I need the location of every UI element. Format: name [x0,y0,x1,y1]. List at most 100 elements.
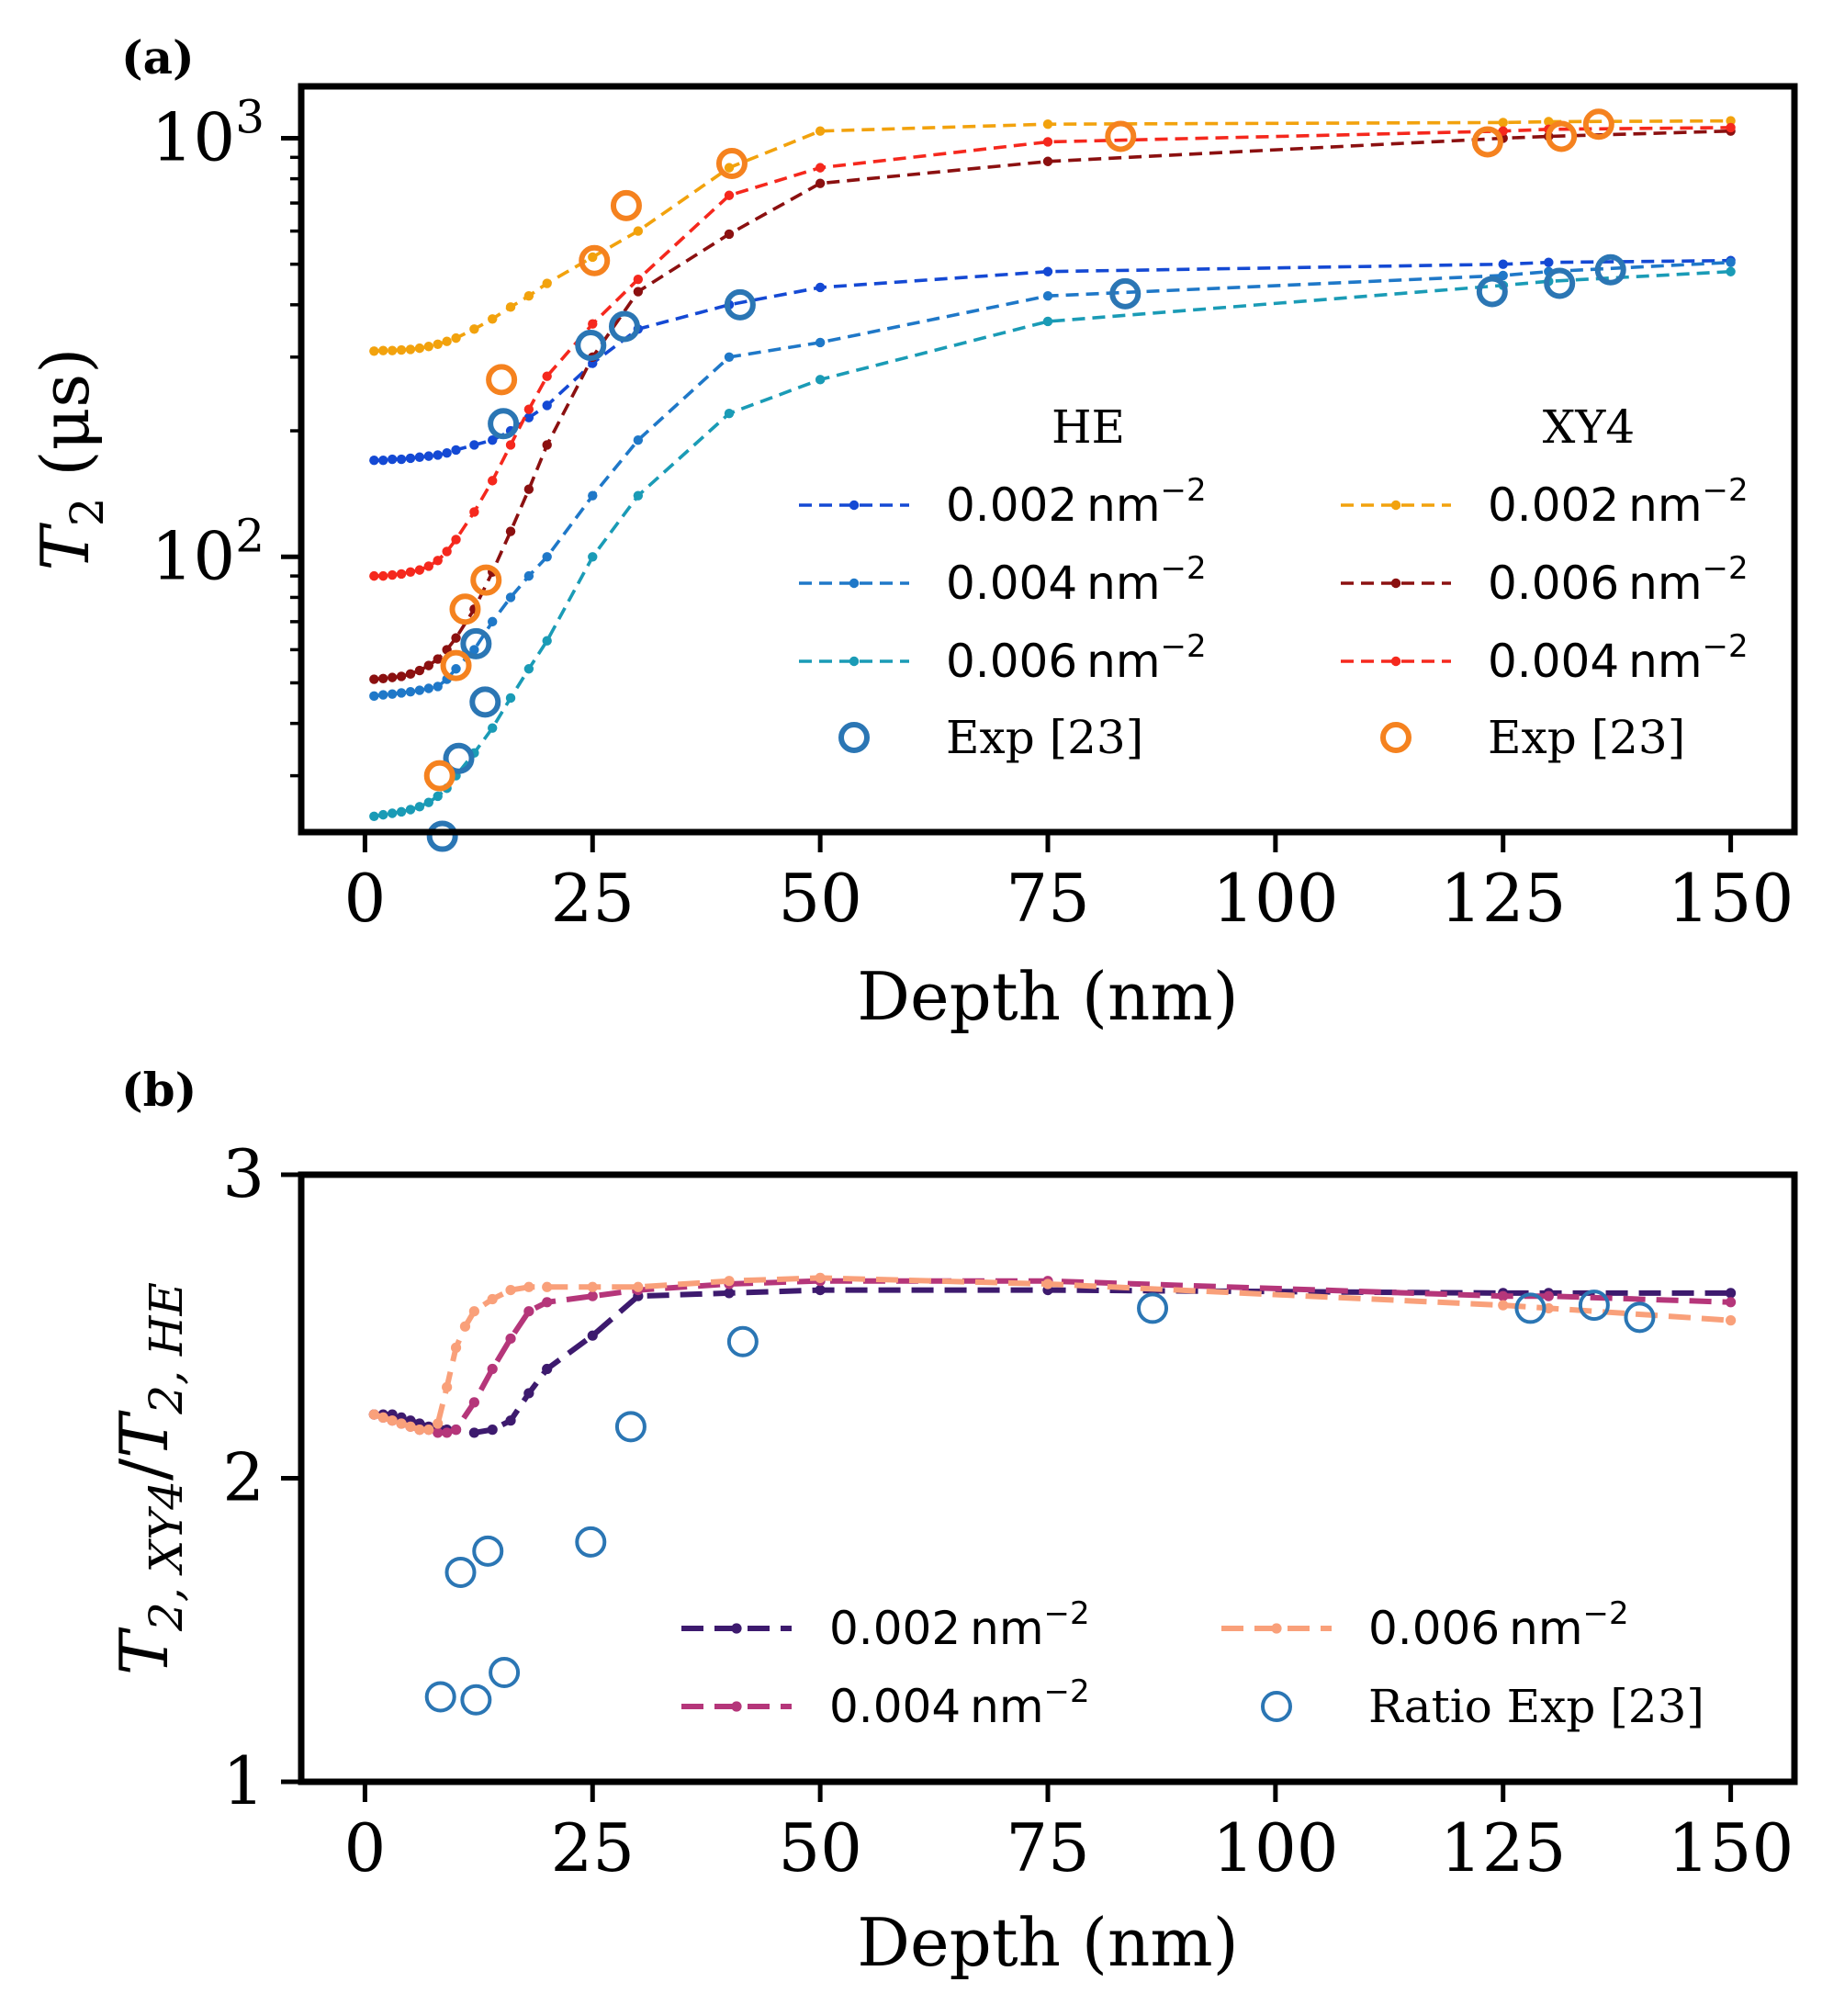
panel-a-series-xy4-0-002-nm [369,116,1736,356]
panel-a-series-he-0-004-nm-dot [1042,290,1053,301]
panel-a-series-he-0-002-nm-dot [815,282,826,293]
svg-text:T2, XY4/T2, HE: T2, XY4/T2, HE [106,1282,193,1675]
panel-a-series-xy4-0-004-nm-dot [815,163,826,173]
panel-b-series-ratio-exp-23-point [444,1556,477,1588]
panel-b-legend-0-006-nm-dot [1271,1623,1282,1634]
panel-a-series-he-0-006-nm-dot [423,797,434,807]
panel-a-series-xy4-0-002-nm-dot [1042,119,1053,130]
panel-b-series-0-006-nm-dot [1543,1302,1554,1314]
panel-a-series-xy4-0-002-nm-dot [433,339,443,349]
panel-a-series-xy4-exp-23-point [470,564,502,596]
panel-b-series-0-004-nm-dot [433,1427,444,1438]
panel-a-legend-he-0-002-nm-label: 0.002 nm−2 [946,472,1207,532]
panel-a-series-xy4-0-002-nm-dot [442,336,452,346]
panel-a-series-xy4-exp-23-point [579,244,611,276]
panel-a-y-tick-label: 103 [152,90,264,175]
panel-a-series-he-0-002-nm-dot [387,454,398,465]
panel-a-series-xy4-0-004-nm-dot [414,565,425,575]
panel-a-series-xy4-0-002-nm-dot [488,314,498,324]
panel-a-series-he-0-004-nm-dot [378,690,388,700]
panel-b-series-0-002-nm-dot [542,1363,553,1375]
panel-a-series-he-0-002-nm-dot [396,454,407,465]
panel-b-y-tick-label: 3 [222,1135,264,1212]
panel-b-legend-0-004-nm-label: 0.004 nm−2 [829,1673,1090,1733]
panel-a-legend-xy4-0-002-nm-label: 0.002 nm−2 [1488,472,1749,532]
panel-b-y-axis-label: T2, XY4/T2, HE [106,1282,193,1675]
panel-a-legend-xy4-0-002-nm-dot [1390,500,1401,511]
panel-a-series-he-0-004-nm-dot [815,337,826,348]
panel-b-series-0-004-nm-dot [1543,1290,1554,1301]
panel-a-series-he-0-006-nm-dot [523,664,534,674]
panel-b-series-0-002-nm-dot [1725,1288,1737,1299]
panel-b-series-0-006-nm-dot [633,1281,644,1292]
panel-a-series-xy4-0-006-nm-dot [378,673,388,683]
panel-a-series-xy4-0-002-nm-dot [588,252,598,263]
panel-a-legend-he-0-006-nm-label: 0.006 nm−2 [946,628,1207,688]
panel-a-series-xy4-exp-23-point [610,189,642,221]
panel-a-y-tick-label: 102 [152,509,264,594]
panel-a-series-he-exp-23-point [443,742,475,774]
panel-a-series-he-exp-23 [426,253,1626,852]
panel-b-series-0-002-nm-dot [487,1425,498,1436]
panel-b-legend-ratio-exp-23-marker [1261,1691,1292,1722]
panel-b-series-ratio-exp-23-point [460,1684,492,1716]
panel-a-legend-xy4-exp-23-marker [1380,722,1411,753]
panel-a-series-xy4-0-004-nm-dot [1042,137,1053,147]
panel-a-series-he-0-006-nm-line [373,269,1731,818]
panel-a-series-he-0-004-nm-dot [433,681,443,692]
panel-a-series-xy4-0-002-nm-dot [633,226,644,236]
panel-a-legend-title: XY4 [1543,400,1635,454]
panel-a-series-xy4-0-006-nm-dot [724,229,735,240]
panel-a-legend: HE 0.002 nm−2 0.004 nm−2 0.006 nm−2 Exp [23]… [799,400,1749,764]
panel-a-series-xy4-exp-23-point [1105,120,1137,152]
panel-b-y-label-sub1: 2, XY4 [140,1481,193,1632]
panel-a-series-xy4-0-002-nm-dot [369,346,379,356]
panel-a-x-tick-label: 150 [1668,860,1794,937]
panel-b-legend-0-006-nm-label: 0.006 nm−2 [1368,1595,1629,1655]
panel-a-series-he-0-006-nm-dot [433,791,443,802]
panel-b-series-0-004-nm-dot [1498,1290,1509,1301]
panel-a-series-he-0-006-nm-dot [369,811,379,821]
panel-b-legend-0-004-nm-dot [731,1701,742,1712]
panel-a-series-xy4-0-004-nm-dot [523,404,534,414]
panel-a-series-he-0-002-nm-dot [433,450,443,460]
panel-b-y-label-sub2: 2, HE [140,1282,193,1415]
panel-a-series-he-0-002-nm-dot [378,456,388,466]
panel-b-x-tick-label: 75 [1006,1809,1090,1886]
panel-b-series-ratio-exp-23-point [614,1411,647,1443]
panel-b-series-0-006-nm-dot [405,1421,416,1432]
panel-a-series-xy4-0-006-nm-dot [542,440,552,450]
panel-b-series-0-006-nm-dot [368,1409,379,1420]
panel-a-legend-he-0-004-nm-label: 0.004 nm−2 [946,550,1207,610]
panel-a-legend-title: HE [1052,400,1125,454]
panel-a-series-he-0-006-nm-dot [387,808,398,818]
panel-b-series-0-004-nm-dot [468,1397,479,1408]
panel-a-series-xy4-exp-23 [423,108,1614,792]
panel-a-series-he-0-002-nm-dot [442,448,452,458]
panel-a-series-xy4-0-002-nm-dot [724,163,735,173]
panel-a-series-xy4-exp-23-point [440,649,472,681]
panel-a-series-he-0-002-nm-dot [542,400,552,411]
panel-a-series-he-0-004-nm-dot [469,645,479,655]
panel-a-series-he-0-004-nm-dot [488,616,498,627]
panel-b-plot-area [368,1272,1737,1716]
panel-b-series-0-002-nm-line [374,1287,1731,1436]
panel-a-series-xy4-0-002-nm-dot [1726,116,1736,126]
panel-a-series-xy4-0-004-nm-dot [542,371,552,381]
panel-a-series-xy4-0-002-nm-dot [469,324,479,334]
panel-a-series-he-0-002-nm-line [374,258,1731,463]
panel-b-y-label-main: T [106,1627,183,1675]
panel-b-series-0-006-nm-dot [459,1321,471,1332]
panel-a-series-xy4-0-006-nm-dot [414,665,425,676]
panel-a-x-tick-label: 25 [550,860,635,937]
panel-a-series-xy4-0-004-nm-dot [469,507,479,517]
panel-b-series-0-006-nm-dot [523,1281,534,1292]
panel-a-series-xy4-0-002-nm-line [374,118,1731,354]
panel-b-series-0-006-nm-dot [505,1284,516,1296]
panel-a-x-axis-label: Depth (nm) [857,958,1238,1035]
panel-a-legend-xy4-0-006-nm-label: 0.006 nm−2 [1488,550,1749,610]
panel-b-series-0-002-nm-dot [724,1288,735,1299]
panel-a-legend-xy4-0-004-nm-label: 0.004 nm−2 [1488,628,1749,688]
panel-b-y-label-slash: / [106,1458,183,1481]
panel-b-x-tick-label: 125 [1440,1809,1566,1886]
